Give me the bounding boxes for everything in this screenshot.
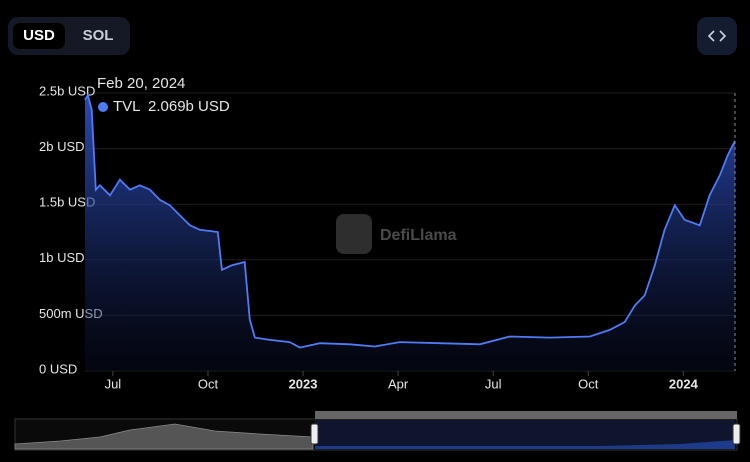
navigator-handle[interactable]: [310, 423, 319, 445]
navigator: [14, 411, 741, 451]
x-tick-label: Oct: [198, 376, 219, 391]
x-tick-label: Oct: [578, 376, 599, 391]
navigator-selection: [315, 420, 735, 449]
navigator-preview: [315, 440, 735, 449]
x-tick-label: Jul: [485, 376, 502, 391]
embed-icon: [707, 30, 727, 42]
tooltip-value: 2.069b USD: [148, 98, 230, 115]
tooltip-dot: [98, 102, 108, 112]
watermark-text: DefiLlama: [380, 227, 457, 244]
y-tick-label: 0 USD: [39, 361, 77, 376]
tooltip-series: TVL: [113, 98, 141, 115]
navigator-scrollbar[interactable]: [315, 411, 737, 419]
x-tick-label: Apr: [388, 376, 409, 391]
currency-button[interactable]: SOL: [82, 27, 114, 44]
embed-button[interactable]: [697, 17, 737, 55]
currency-button[interactable]: USD: [13, 23, 65, 49]
y-tick-label: 1.5b USD: [39, 195, 95, 210]
area-line: [84, 92, 736, 349]
x-tick-label: Jul: [105, 376, 122, 391]
x-tick-label: 2023: [289, 376, 318, 391]
navigator-preview: [14, 423, 314, 450]
y-tick-label: 1b USD: [39, 250, 85, 265]
y-tick-label: 2.5b USD: [39, 83, 95, 98]
tooltip-date: Feb 20, 2024: [97, 75, 185, 92]
x-tick-label: 2024: [669, 376, 699, 391]
navigator-handle[interactable]: [732, 423, 741, 445]
watermark: DefiLlama: [336, 214, 457, 254]
y-tick-label: 2b USD: [39, 139, 85, 154]
currency-toggle: USD SOL: [8, 17, 130, 55]
